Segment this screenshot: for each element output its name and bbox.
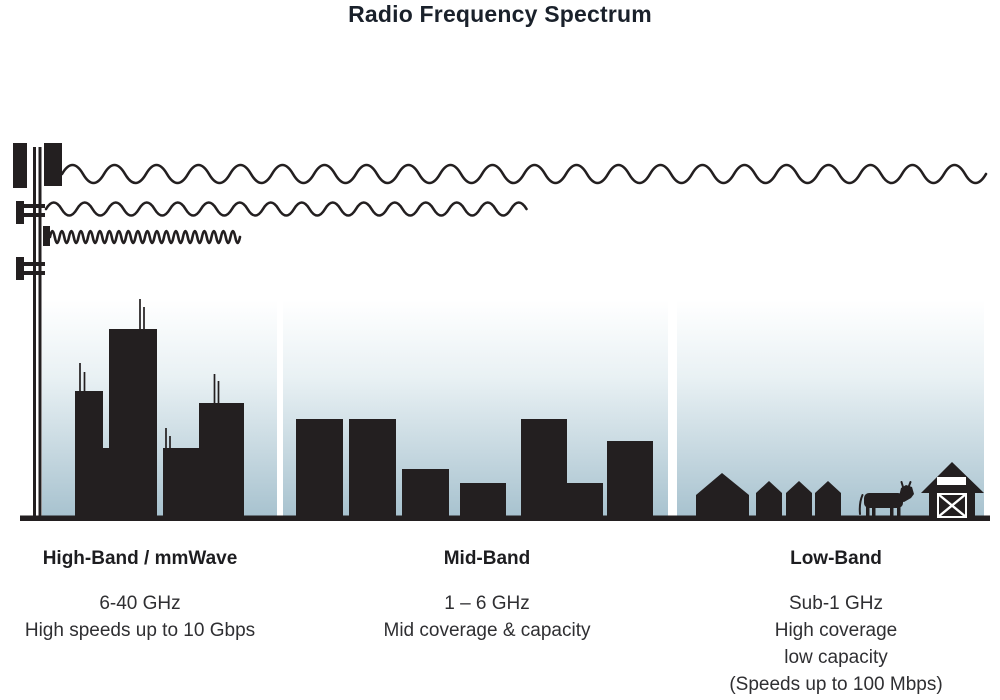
band-desc-low-2: low capacity xyxy=(784,647,888,668)
band-title-high: High-Band / mmWave xyxy=(42,548,238,569)
mid-rise-buildings-icon xyxy=(296,419,653,520)
diagram-title: Radio Frequency Spectrum xyxy=(348,1,652,27)
band-freq-low: Sub-1 GHz xyxy=(789,593,883,614)
medium-wavelength-wave-icon xyxy=(44,201,528,217)
barn-loft-vent xyxy=(937,477,966,485)
barn-icon xyxy=(921,462,984,520)
high-band-label-block: High-Band / mmWave 6-40 GHz High speeds … xyxy=(25,548,255,644)
short-wavelength-wave-icon xyxy=(48,229,242,245)
band-freq-mid: 1 – 6 GHz xyxy=(444,593,530,614)
cell-tower-icon xyxy=(13,143,62,520)
city-skyline-icon xyxy=(75,299,244,520)
barn-door-cross xyxy=(937,493,967,518)
band-desc-low-1: High coverage xyxy=(774,620,898,641)
antenna-mid xyxy=(16,201,24,224)
cow-icon xyxy=(858,481,914,518)
cow-tail xyxy=(858,494,864,515)
band-title-mid: Mid-Band xyxy=(443,548,531,569)
antenna-panel-right xyxy=(44,143,62,186)
band-desc-mid: Mid coverage & capacity xyxy=(383,620,591,641)
antenna-small xyxy=(43,226,50,246)
antenna-low xyxy=(16,257,24,280)
band-desc-high: High speeds up to 10 Gbps xyxy=(24,620,256,641)
band-title-low: Low-Band xyxy=(790,548,882,569)
rooftop-antennas xyxy=(79,299,220,448)
band-freq-high: 6-40 GHz xyxy=(99,593,181,614)
low-band-label-block: Low-Band Sub-1 GHz High coverage low cap… xyxy=(729,548,942,698)
mid-band-label-block: Mid-Band 1 – 6 GHz Mid coverage & capaci… xyxy=(384,548,591,644)
long-wavelength-wave-icon xyxy=(60,163,988,185)
houses-icon xyxy=(696,473,841,520)
band-desc-low-3: (Speeds up to 100 Mbps) xyxy=(729,674,943,695)
antenna-panel-left xyxy=(13,143,27,188)
